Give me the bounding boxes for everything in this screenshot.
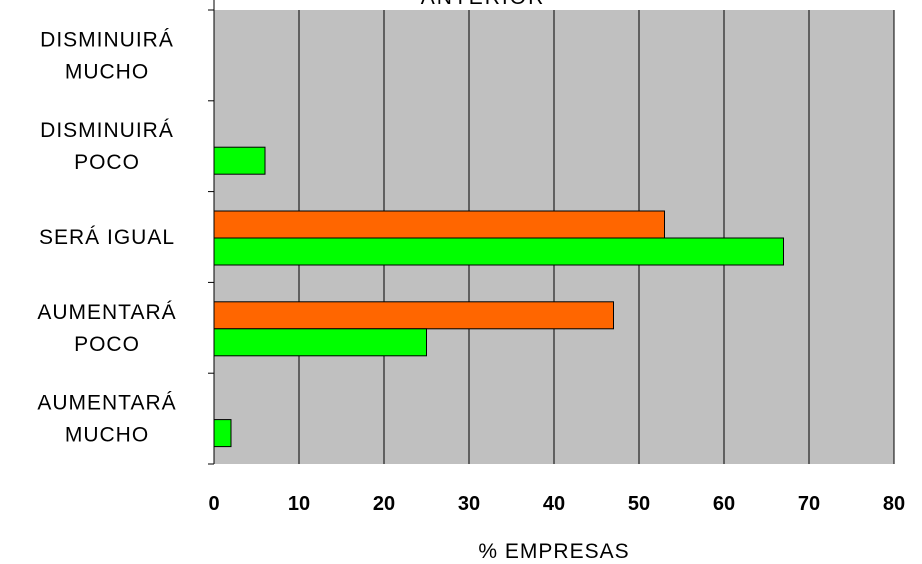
category-label: MUCHO: [65, 424, 149, 447]
x-tick-label: 30: [458, 493, 480, 515]
bar: [213, 419, 232, 448]
bar: [213, 237, 784, 266]
x-tick-label: 0: [208, 493, 219, 515]
category-label: AUMENTARÁ: [37, 301, 176, 324]
category-label: SERÁ IGUAL: [39, 226, 175, 249]
category-labels: DISMINUIRÁ MUCHO DISMINUIRÁ POCO SERÁ IGUAL A…: [37, 28, 176, 447]
category-label: POCO: [74, 151, 140, 174]
bar: [213, 301, 614, 330]
axes: [208, 0, 215, 465]
category-label: MUCHO: [65, 60, 149, 83]
bar: [213, 210, 665, 239]
category-label: DISMINUIRÁ: [40, 119, 174, 142]
x-tick-label: 20: [373, 493, 395, 515]
x-tick-labels: 0 10 20 30 40 50 60 70 80: [208, 493, 905, 515]
x-tick-label: 40: [543, 493, 565, 515]
x-tick-label: 50: [628, 493, 650, 515]
chart-title: ANTERIOR: [421, 0, 546, 9]
category-label: DISMINUIRÁ: [40, 28, 174, 51]
x-tick-label: 10: [288, 493, 310, 515]
category-label: POCO: [74, 333, 140, 356]
x-axis-title: % EMPRESAS: [478, 540, 629, 563]
category-label: AUMENTARÁ: [37, 392, 176, 415]
bar: [213, 328, 427, 357]
x-tick-label: 60: [713, 493, 735, 515]
x-tick-label: 70: [798, 493, 820, 515]
x-tick-label: 80: [883, 493, 905, 515]
bar: [213, 146, 266, 175]
